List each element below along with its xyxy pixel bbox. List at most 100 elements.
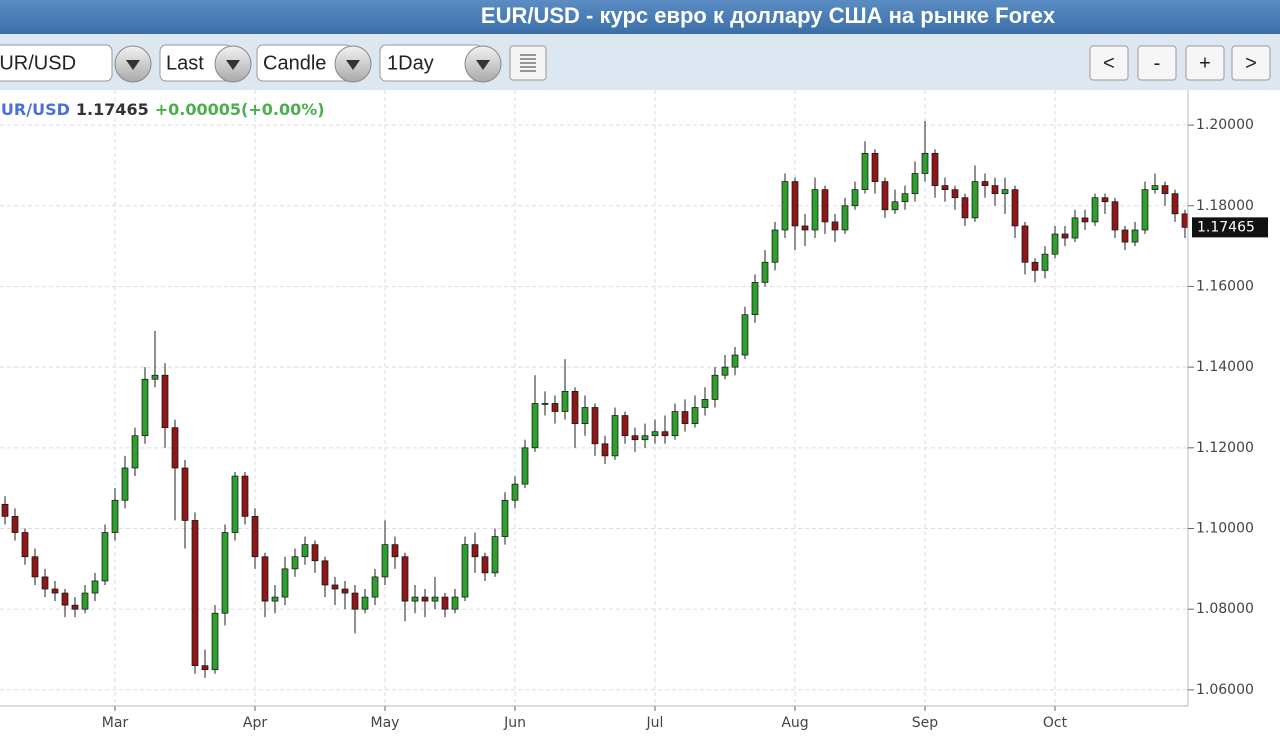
candle-body — [241, 475, 249, 517]
settings-button[interactable] — [509, 45, 547, 81]
candle-body — [41, 576, 49, 590]
candle-body — [231, 475, 239, 533]
candle-body — [781, 181, 789, 231]
x-tick-label: Aug — [781, 715, 808, 731]
candle-body — [701, 399, 709, 408]
candle-body — [271, 596, 279, 602]
candle-body — [31, 556, 39, 578]
candle-body — [301, 544, 309, 558]
nav-button[interactable] — [1185, 45, 1225, 81]
candle-body — [11, 516, 19, 533]
candle-body — [971, 181, 979, 219]
candle-body — [461, 544, 469, 598]
nav-button[interactable] — [1089, 45, 1129, 81]
candle-body — [501, 499, 509, 537]
candle-body — [721, 366, 729, 376]
candle-body — [391, 544, 399, 558]
candle-body — [491, 536, 499, 574]
quote-symbol: EUR/USD — [0, 100, 70, 119]
candle-body — [371, 576, 379, 598]
y-tick-label: 1.10000 — [1196, 521, 1254, 537]
candle-body — [791, 181, 799, 227]
candle-body — [211, 612, 219, 671]
candle-body — [1091, 197, 1099, 223]
candle-body — [1, 503, 9, 517]
last-price-label: 1.17465 — [1197, 219, 1255, 235]
candle-body — [1181, 213, 1189, 228]
candle-body — [471, 544, 479, 558]
dropdown-button[interactable] — [214, 45, 252, 83]
candle-body — [71, 604, 79, 610]
candle-body — [111, 499, 119, 533]
candle-body — [1141, 189, 1149, 231]
candle-body — [221, 532, 229, 614]
candle-body — [1061, 233, 1069, 239]
candle-body — [681, 411, 689, 424]
candle-body — [1021, 225, 1029, 263]
candle-body — [1001, 189, 1009, 195]
candle-body — [101, 532, 109, 582]
candle-body — [171, 427, 179, 469]
dropdown-button[interactable] — [114, 45, 152, 83]
symbol-input[interactable] — [0, 44, 113, 82]
plot-area — [0, 90, 1188, 706]
candle-body — [1151, 185, 1159, 190]
candle-body — [401, 556, 409, 602]
candle-body — [901, 193, 909, 203]
nav-button-label: - — [1154, 52, 1161, 74]
candle-body — [121, 467, 129, 501]
candle-body — [1131, 229, 1139, 243]
last-price-badge — [1192, 217, 1268, 238]
candle-body — [161, 374, 169, 429]
dropdown-button[interactable] — [334, 45, 372, 83]
candle-body — [561, 390, 569, 412]
nav-button-label: < — [1103, 52, 1115, 74]
dropdown-button[interactable] — [464, 45, 502, 83]
x-tick-label: Jun — [503, 715, 526, 731]
chart-type-text: Candle — [263, 52, 326, 74]
quote-change: +0.00005(+0.00%) — [155, 100, 325, 119]
candle-body — [451, 596, 459, 610]
candle-body — [1101, 197, 1109, 203]
quote-price: 1.17465 — [76, 100, 149, 119]
title-bar — [0, 0, 1280, 34]
symbol-input-text: EUR/USD — [0, 52, 76, 74]
candle-body — [991, 185, 999, 195]
candle-body — [841, 205, 849, 231]
candle-body — [361, 596, 369, 610]
x-tick-label: May — [371, 715, 400, 731]
candle-body — [191, 520, 199, 667]
nav-button[interactable] — [1137, 45, 1177, 81]
interval-text: 1Day — [387, 52, 434, 74]
candle-body — [771, 229, 779, 263]
candle-body — [601, 443, 609, 457]
y-tick-label: 1.08000 — [1196, 601, 1254, 617]
x-tick-label: Oct — [1043, 715, 1068, 731]
candle-body — [151, 374, 159, 380]
candle-body — [611, 415, 619, 457]
candle-body — [1051, 233, 1059, 255]
candle-body — [631, 435, 639, 441]
candle-body — [261, 556, 269, 602]
candle-body — [821, 189, 829, 223]
candle-body — [851, 189, 859, 207]
candle-body — [1111, 201, 1119, 231]
candle-body — [181, 467, 189, 521]
candle-body — [411, 596, 419, 602]
candle-body — [831, 221, 839, 231]
candle-body — [651, 431, 659, 437]
candle-body — [1041, 253, 1049, 271]
candle-body — [931, 152, 939, 186]
y-tick-label: 1.20000 — [1196, 117, 1254, 133]
candle-body — [731, 354, 739, 368]
candle-body — [811, 189, 819, 231]
candle-body — [341, 588, 349, 594]
candle-body — [1161, 185, 1169, 195]
candle-body — [711, 374, 719, 400]
candle-body — [531, 403, 539, 449]
nav-button[interactable] — [1231, 45, 1271, 81]
candle-body — [61, 592, 69, 606]
candle-body — [881, 181, 889, 211]
candle-body — [331, 584, 339, 590]
